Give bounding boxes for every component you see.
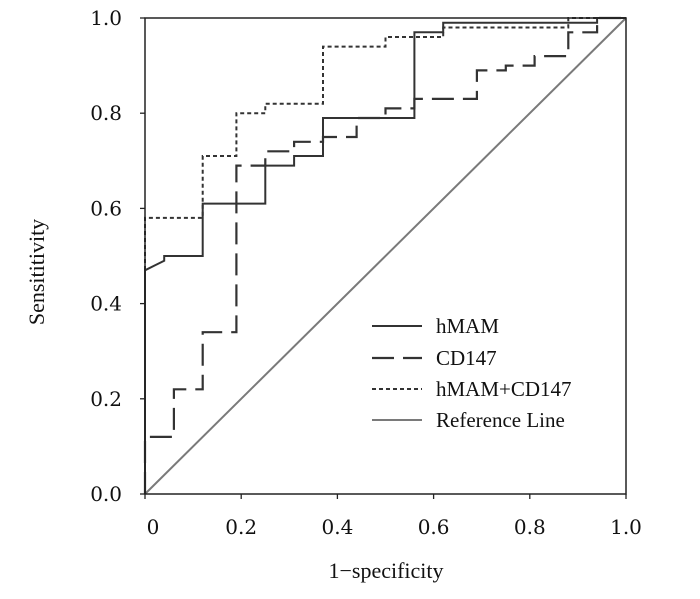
y-axis-label: Sensititivity (24, 219, 49, 325)
plot-frame (144, 17, 627, 495)
series-line-hmam (144, 17, 626, 494)
x-tick-label: 0.4 (321, 515, 353, 539)
y-tick-label: 0.6 (90, 196, 122, 220)
tick-layer: 0 0.2 0.4 0.6 0.8 1.0 0.0 0.2 0.4 0.6 0.8 1.0 (90, 6, 642, 539)
legend: hMAM CD147 hMAM+CD147 Reference Line (372, 314, 572, 432)
y-tick-label: 0.2 (90, 387, 122, 411)
legend-label: hMAM (436, 314, 499, 338)
x-tick-label: 0.2 (225, 515, 257, 539)
x-tick-label: 0.8 (514, 515, 546, 539)
x-tick-label: 0.6 (418, 515, 450, 539)
y-tick-label: 0.0 (90, 482, 122, 506)
legend-item: hMAM (372, 314, 499, 338)
legend-label: hMAM+CD147 (436, 377, 572, 401)
legend-item: Reference Line (372, 408, 565, 432)
x-tick-label: 0 (147, 515, 160, 539)
series-line-reference-line (144, 17, 627, 495)
legend-label: Reference Line (436, 408, 565, 432)
legend-item: CD147 (372, 346, 497, 370)
legend-item: hMAM+CD147 (372, 377, 572, 401)
plot-layer (143, 16, 627, 495)
x-axis-label: 1−specificity (328, 558, 443, 583)
y-tick-label: 0.8 (90, 101, 122, 125)
y-tick-label: 0.4 (90, 292, 122, 316)
series-line-hmam-cd147 (144, 17, 626, 494)
series-line-cd147 (143, 16, 626, 494)
x-tick-label: 1.0 (610, 515, 642, 539)
y-tick-label: 1.0 (90, 6, 122, 30)
legend-label: CD147 (436, 346, 497, 370)
